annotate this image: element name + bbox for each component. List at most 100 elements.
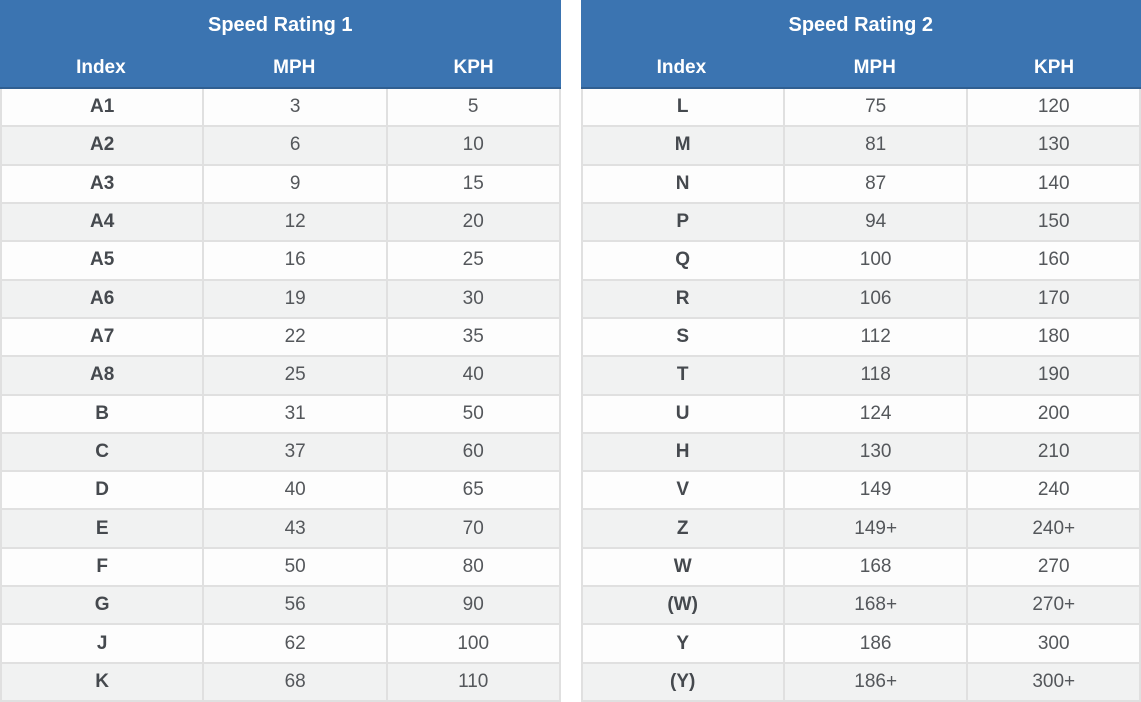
- table-title: Speed Rating 2: [580, 0, 1141, 47]
- index-cell: (Y): [670, 670, 696, 692]
- speed-rating-table-2: Speed Rating 2 Index MPH KPH L 75 120 M 81 130 N…: [580, 0, 1141, 702]
- kph-cell: 110: [385, 663, 559, 700]
- table-row: M 81 130: [582, 127, 1139, 166]
- table-row: R 106 170: [582, 280, 1139, 319]
- table-row: Z 149+ 240+: [582, 510, 1139, 549]
- column-header-kph: KPH: [1034, 57, 1075, 78]
- kph-cell: 130: [966, 127, 1139, 164]
- mph-cell: 112: [782, 318, 967, 356]
- table-row: A4 12 20: [2, 203, 559, 243]
- table-row: C 37 60: [2, 433, 559, 473]
- mph-cell: 186: [782, 625, 967, 662]
- index-cell: R: [675, 287, 690, 309]
- table-row: U 124 200: [582, 395, 1139, 434]
- column-header-mph: MPH: [853, 57, 896, 78]
- kph-cell: 140: [966, 165, 1139, 202]
- mph-cell: 100: [782, 242, 967, 279]
- index-cell: P: [676, 211, 689, 233]
- table-row: (Y) 186+ 300+: [582, 663, 1139, 700]
- mph-cell: 118: [782, 357, 967, 394]
- mph-cell: 25: [202, 357, 386, 394]
- table-row: A2 6 10: [2, 127, 559, 166]
- mph-cell: 3: [202, 89, 386, 126]
- index-cell: M: [674, 134, 691, 156]
- mph-cell: 94: [782, 203, 967, 241]
- kph-cell: 240: [966, 472, 1139, 509]
- table-row: E 43 70: [2, 510, 559, 549]
- table-row: A8 25 40: [2, 357, 559, 396]
- table-row: Y 186 300: [582, 625, 1139, 664]
- kph-cell: 10: [385, 127, 559, 164]
- kph-cell: 270: [966, 548, 1139, 586]
- index-cell: F: [96, 555, 108, 577]
- kph-cell: 120: [966, 89, 1139, 126]
- mph-cell: 50: [202, 548, 386, 586]
- mph-cell: 22: [202, 318, 386, 356]
- table-row: N 87 140: [582, 165, 1139, 204]
- column-header-kph: KPH: [453, 57, 494, 78]
- table-row: J 62 100: [2, 625, 559, 664]
- kph-cell: 170: [966, 280, 1139, 317]
- index-cell: V: [676, 479, 689, 501]
- table-row: (W) 168+ 270+: [582, 587, 1139, 626]
- mph-cell: 43: [202, 510, 386, 547]
- table-row: A6 19 30: [2, 280, 559, 319]
- table-body: A1 3 5 A2 6 10 A3 9 15 A4 12 20 A5 16 25 A6 19 30 A7 22 35 A8…: [0, 89, 561, 702]
- table-row: H 130 210: [582, 433, 1139, 473]
- mph-cell: 75: [782, 89, 967, 126]
- table-row: S 112 180: [582, 318, 1139, 358]
- mph-cell: 37: [202, 433, 386, 471]
- table-row: A7 22 35: [2, 318, 559, 358]
- index-cell: A8: [90, 364, 115, 386]
- kph-cell: 270+: [966, 587, 1139, 624]
- mph-cell: 40: [202, 472, 386, 509]
- kph-cell: 30: [385, 280, 559, 317]
- kph-cell: 100: [385, 625, 559, 662]
- index-cell: J: [96, 632, 108, 654]
- column-header-row: Index MPH KPH: [580, 47, 1141, 89]
- mph-cell: 168: [782, 548, 967, 586]
- index-cell: N: [675, 172, 690, 194]
- index-cell: H: [675, 440, 690, 462]
- table-row: Q 100 160: [582, 242, 1139, 281]
- mph-cell: 81: [782, 127, 967, 164]
- kph-cell: 35: [385, 318, 559, 356]
- mph-cell: 124: [782, 395, 967, 432]
- index-cell: A6: [90, 287, 115, 309]
- index-cell: E: [95, 517, 109, 539]
- kph-cell: 210: [966, 433, 1139, 471]
- index-cell: Z: [676, 517, 689, 539]
- index-cell: S: [676, 326, 689, 348]
- mph-cell: 168+: [782, 587, 967, 624]
- kph-cell: 70: [385, 510, 559, 547]
- kph-cell: 180: [966, 318, 1139, 356]
- table-row: A3 9 15: [2, 165, 559, 204]
- table-title: Speed Rating 1: [0, 0, 561, 47]
- table-row: D 40 65: [2, 472, 559, 511]
- mph-cell: 62: [202, 625, 386, 662]
- mph-cell: 12: [202, 203, 386, 241]
- mph-cell: 87: [782, 165, 967, 202]
- table-row: W 168 270: [582, 548, 1139, 588]
- mph-cell: 186+: [782, 663, 967, 700]
- column-header-mph: MPH: [273, 57, 316, 78]
- column-header-index: Index: [76, 57, 126, 78]
- column-header-index: Index: [656, 57, 707, 78]
- index-cell: A1: [90, 96, 115, 118]
- index-cell: Y: [676, 632, 689, 654]
- index-cell: (W): [667, 594, 698, 616]
- index-cell: C: [95, 440, 110, 462]
- mph-cell: 56: [202, 587, 386, 624]
- kph-cell: 200: [966, 395, 1139, 432]
- kph-cell: 65: [385, 472, 559, 509]
- table-body: L 75 120 M 81 130 N 87 140 P 94 150 Q 100 160 R 106 170 S 1…: [580, 89, 1141, 702]
- index-cell: K: [95, 670, 110, 692]
- kph-cell: 300: [966, 625, 1139, 662]
- table-row: G 56 90: [2, 587, 559, 626]
- kph-cell: 5: [385, 89, 559, 126]
- index-cell: A2: [90, 134, 115, 156]
- index-cell: A5: [90, 249, 115, 271]
- kph-cell: 190: [966, 357, 1139, 394]
- index-cell: A7: [90, 326, 115, 348]
